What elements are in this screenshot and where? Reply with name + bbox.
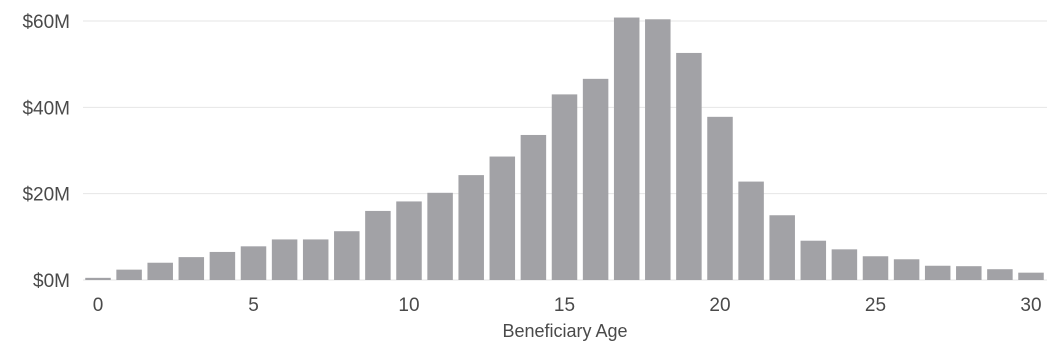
bar-age-26 [893, 259, 920, 280]
bar-age-3 [178, 257, 205, 280]
x-axis-title: Beneficiary Age [502, 321, 627, 341]
x-tick-label: 0 [93, 295, 104, 316]
bar-age-2 [147, 262, 173, 280]
bar-age-25 [862, 256, 889, 280]
x-tick-label: 25 [865, 295, 886, 316]
bar-age-18 [645, 19, 671, 280]
bar-age-13 [489, 156, 516, 280]
bar-age-6 [271, 239, 298, 280]
bar-age-30 [1018, 272, 1044, 280]
bar-age-9 [365, 210, 391, 280]
bar-age-8 [334, 231, 360, 280]
bar-age-23 [800, 240, 827, 280]
y-tick-label: $20M [22, 185, 70, 206]
bar-age-15 [551, 94, 578, 280]
bar-age-7 [302, 239, 329, 280]
bar-age-4 [209, 251, 236, 280]
bar-age-29 [987, 269, 1013, 280]
y-axis-ticks: $0M $20M $40M $60M [22, 12, 70, 292]
bars [85, 17, 1044, 281]
x-axis-ticks: 0 5 10 15 20 25 30 [93, 295, 1042, 316]
x-tick-label: 5 [248, 295, 259, 316]
bar-age-22 [769, 215, 795, 280]
bar-age-12 [458, 175, 484, 280]
y-tick-label: $60M [22, 12, 70, 33]
x-tick-label: 20 [709, 295, 730, 316]
x-tick-label: 30 [1020, 295, 1041, 316]
bar-age-5 [240, 246, 267, 280]
bar-age-11 [427, 192, 453, 280]
bar-age-19 [676, 52, 702, 281]
bar-age-27 [924, 265, 951, 280]
bar-age-24 [831, 249, 858, 280]
x-tick-label: 15 [554, 295, 575, 316]
bar-age-1 [116, 269, 142, 280]
bar-age-20 [707, 116, 733, 280]
y-tick-label: $0M [33, 271, 70, 292]
bar-age-16 [582, 78, 609, 281]
x-tick-label: 10 [398, 295, 419, 316]
bar-age-14 [520, 134, 547, 280]
bar-age-28 [956, 266, 982, 280]
bar-age-10 [396, 201, 422, 280]
bar-age-21 [738, 181, 764, 280]
y-tick-label: $40M [22, 98, 70, 119]
bar-age-17 [613, 17, 640, 281]
bar-age-0 [85, 277, 111, 280]
